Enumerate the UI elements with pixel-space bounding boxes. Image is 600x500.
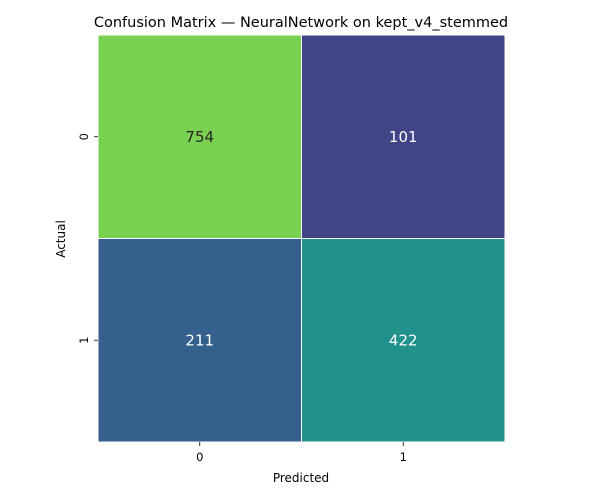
- cell-value-label-0-1: 101: [389, 128, 418, 146]
- y-axis-label: Actual: [54, 220, 68, 258]
- heatmap-cells: 754 101 211 422: [97, 34, 506, 443]
- cell-value-label-1-1: 422: [389, 331, 418, 349]
- x-tick-label-1: 1: [400, 450, 407, 464]
- cell-value-label-0-0: 754: [185, 128, 214, 146]
- cell-value-label-1-0: 211: [185, 331, 214, 349]
- heatmap-cell-1-1: [301, 238, 506, 443]
- heatmap-cell-0-0: [97, 34, 302, 239]
- x-tick-label-0: 0: [196, 450, 203, 464]
- axis-ticks: 0 1 0 1: [77, 133, 407, 464]
- y-tick-label-0: 0: [77, 133, 91, 140]
- chart-title: Confusion Matrix — NeuralNetwork on kept…: [94, 15, 508, 31]
- y-tick-label-1: 1: [77, 337, 91, 344]
- heatmap-cell-0-1: [301, 34, 506, 239]
- heatmap-cell-1-0: [97, 238, 302, 443]
- x-axis-label: Predicted: [273, 471, 329, 485]
